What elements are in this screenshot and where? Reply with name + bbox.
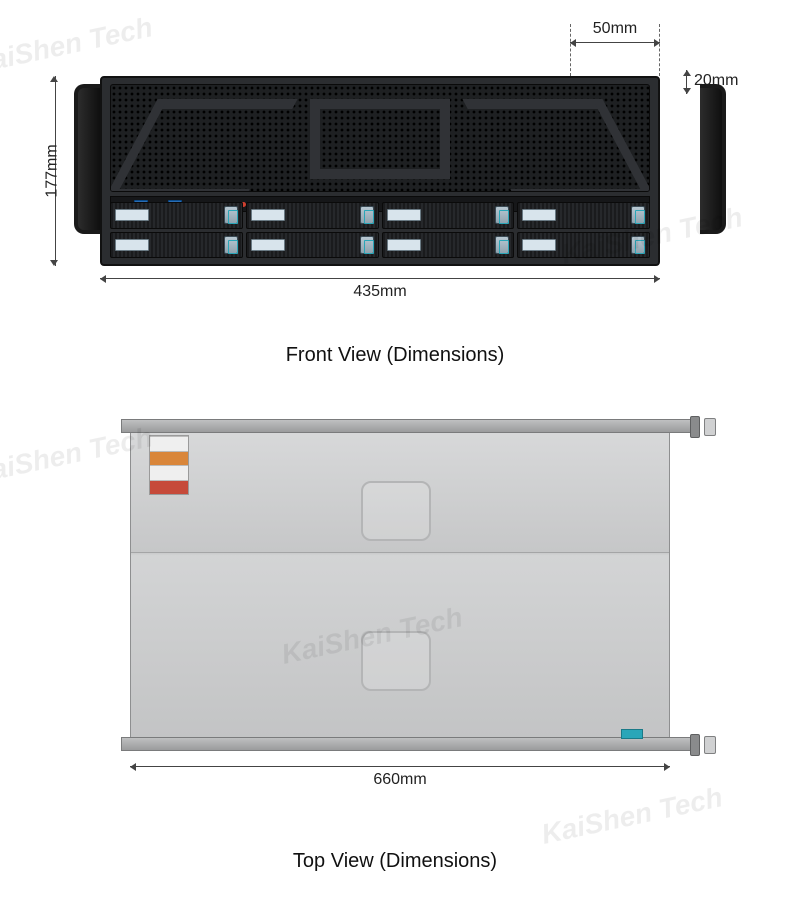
dim-width: 435mm [100,278,660,301]
front-view: 50mm 20mm ⇋ ⇋ [60,20,740,350]
drive-bay [382,202,515,229]
vent-grille [110,84,650,192]
dim-height: 177mm [36,76,60,266]
chassis-lid [130,420,670,750]
rear-port-indicator [621,729,643,739]
lid-emboss [361,631,431,691]
dim-depth: 660mm [130,766,670,789]
drive-bay [517,202,650,229]
top-view: 660mm [110,410,700,830]
rack-rail-top [121,419,695,433]
drive-bay-grid [110,202,650,258]
lid-service-label [149,435,189,495]
dim-handle-span: 50mm [570,20,660,50]
dim-width-value: 435mm [353,283,406,300]
dim-depth-value: 660mm [373,771,426,788]
dim-handle-span-value: 50mm [593,20,637,37]
drive-bay [246,202,379,229]
rack-rail-bottom [121,737,695,751]
front-view-caption: Front View (Dimensions) [0,344,790,367]
dim-height-value: 177mm [44,144,62,197]
drive-bay [382,232,515,259]
drive-bay [110,202,243,229]
top-view-caption: Top View (Dimensions) [0,850,790,873]
drive-bay [246,232,379,259]
drive-bay [517,232,650,259]
lid-seam [131,552,669,553]
rack-handle-right [700,84,726,234]
lid-emboss [361,481,431,541]
drive-bay [110,232,243,259]
rack-handle-left [74,84,100,234]
chassis-front: ⇋ ⇋ [100,76,660,266]
